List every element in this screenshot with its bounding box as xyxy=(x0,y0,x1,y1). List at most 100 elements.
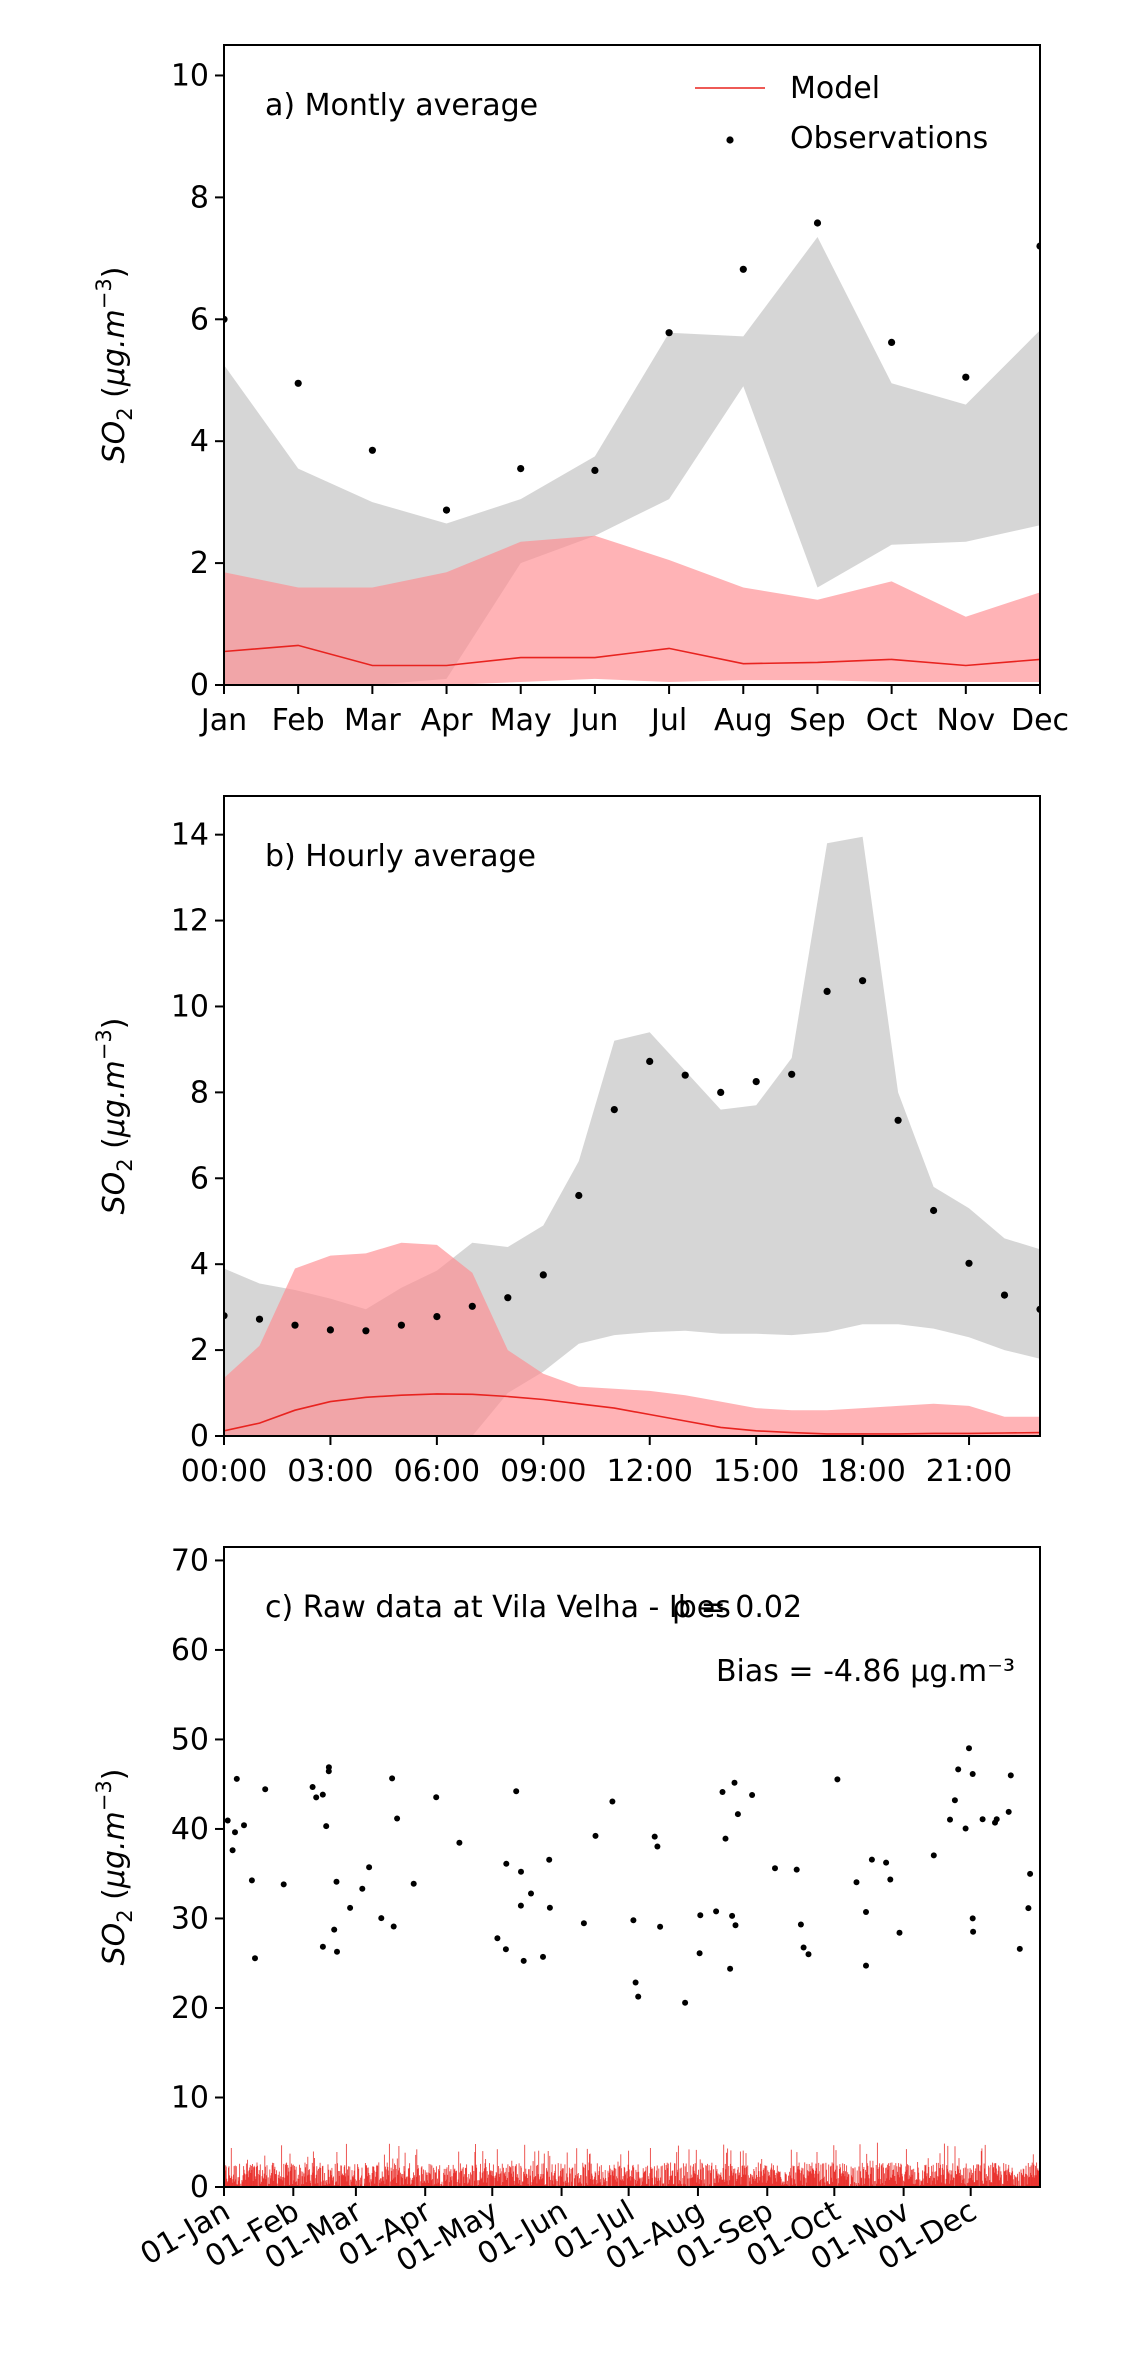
raw-observation-point xyxy=(994,0,1000,3)
raw-observation-point xyxy=(757,0,763,3)
raw-observation-point xyxy=(388,0,394,3)
raw-observation-point xyxy=(782,0,788,3)
rho-statistic: ρ = 0.02 xyxy=(672,1590,802,1625)
raw-observation-point xyxy=(700,0,706,3)
raw-observation-point xyxy=(791,0,797,3)
raw-observation-point xyxy=(331,0,337,3)
raw-observation-point xyxy=(537,0,543,3)
raw-observation-point xyxy=(307,0,313,3)
raw-observation-point xyxy=(817,0,823,3)
raw-observation-point xyxy=(731,0,737,3)
raw-observation-point xyxy=(360,0,366,3)
raw-observation-point xyxy=(541,0,547,3)
raw-observation-point xyxy=(275,0,281,3)
raw-observation-point xyxy=(592,0,598,3)
raw-observation-point xyxy=(400,0,406,3)
raw-observation-point xyxy=(464,0,470,3)
raw-observation-point xyxy=(661,0,667,3)
observation-point xyxy=(326,1326,334,1334)
x-tick-label: Mar xyxy=(344,703,401,738)
raw-observation-point xyxy=(863,1962,869,1969)
raw-observation-point xyxy=(658,0,664,3)
raw-observation-point xyxy=(770,0,776,3)
model-line xyxy=(224,1393,1040,1435)
raw-observation-point xyxy=(650,0,656,3)
raw-observation-point xyxy=(755,0,761,3)
raw-observation-point xyxy=(910,0,916,3)
raw-observation-point xyxy=(501,0,507,3)
raw-observation-point xyxy=(430,0,436,3)
raw-observation-point xyxy=(256,0,262,3)
raw-observation-point xyxy=(731,0,737,3)
raw-observation-point xyxy=(578,0,584,3)
raw-observation-point xyxy=(469,0,475,3)
panel-label: c) Raw data at Vila Velha - Ibes xyxy=(265,1590,731,1625)
raw-observation-point xyxy=(501,0,507,3)
raw-observation-point xyxy=(319,0,325,3)
raw-observation-point xyxy=(557,0,563,3)
raw-observation-point xyxy=(646,0,652,3)
raw-observation-point xyxy=(521,0,527,3)
raw-observation-point xyxy=(540,0,546,3)
raw-observation-point xyxy=(359,1885,366,1892)
raw-observation-point xyxy=(374,0,380,3)
raw-observation-point xyxy=(327,0,333,3)
raw-observation-point xyxy=(935,0,941,3)
raw-observation-point xyxy=(717,0,723,3)
raw-observation-point xyxy=(483,0,489,3)
raw-observation-point xyxy=(437,0,443,3)
raw-observation-point xyxy=(241,1822,247,1829)
raw-observation-point xyxy=(965,0,971,3)
raw-observation-point xyxy=(832,0,838,3)
raw-observation-point xyxy=(236,0,242,3)
raw-observation-point xyxy=(482,0,488,3)
raw-observation-point xyxy=(373,0,379,3)
raw-observation-point xyxy=(609,1798,616,1805)
raw-observation-point xyxy=(503,1860,510,1867)
raw-observation-point xyxy=(517,1902,524,1909)
y-tick-label: 0 xyxy=(190,2170,209,2205)
raw-observation-point xyxy=(969,0,975,3)
raw-observation-point xyxy=(701,0,707,3)
y-tick-label: 30 xyxy=(171,1901,209,1936)
raw-observation-point xyxy=(916,0,922,3)
raw-observation-point xyxy=(930,0,936,3)
raw-observation-point xyxy=(924,0,930,3)
raw-observation-point xyxy=(750,0,756,3)
raw-observation-point xyxy=(433,1794,440,1801)
raw-observation-point xyxy=(866,0,872,3)
raw-observation-point xyxy=(805,0,811,3)
raw-observation-point xyxy=(966,0,972,3)
raw-observation-point xyxy=(540,0,546,3)
raw-observation-point xyxy=(253,0,259,3)
raw-observation-point xyxy=(1032,0,1038,3)
x-tick-label: 18:00 xyxy=(819,1454,905,1489)
raw-observation-point xyxy=(717,0,723,3)
raw-observation-point xyxy=(381,0,387,3)
raw-observation-point xyxy=(632,0,638,3)
raw-observation-point xyxy=(674,0,680,3)
raw-observation-point xyxy=(531,0,537,3)
raw-observation-point xyxy=(822,0,828,3)
raw-observation-point xyxy=(885,0,891,3)
raw-observation-point xyxy=(821,0,827,3)
raw-observation-point xyxy=(442,0,448,3)
raw-observation-point xyxy=(863,1909,869,1915)
raw-observation-point xyxy=(415,0,421,3)
raw-observation-point xyxy=(394,0,400,3)
raw-observation-point xyxy=(271,0,277,3)
raw-observation-point xyxy=(327,0,333,3)
raw-observation-point xyxy=(521,0,527,3)
raw-observation-point xyxy=(410,0,416,3)
raw-observation-point xyxy=(664,0,670,3)
observation-point xyxy=(752,1078,760,1086)
raw-observation-point xyxy=(629,0,635,3)
raw-observation-point xyxy=(674,0,680,3)
data-layer xyxy=(224,836,1040,1436)
raw-observation-point xyxy=(1020,0,1026,3)
raw-observation-point xyxy=(802,0,808,3)
raw-observation-point xyxy=(235,0,241,3)
raw-observation-point xyxy=(800,1944,807,1951)
raw-observation-point xyxy=(587,0,593,3)
raw-observation-point xyxy=(232,0,238,3)
